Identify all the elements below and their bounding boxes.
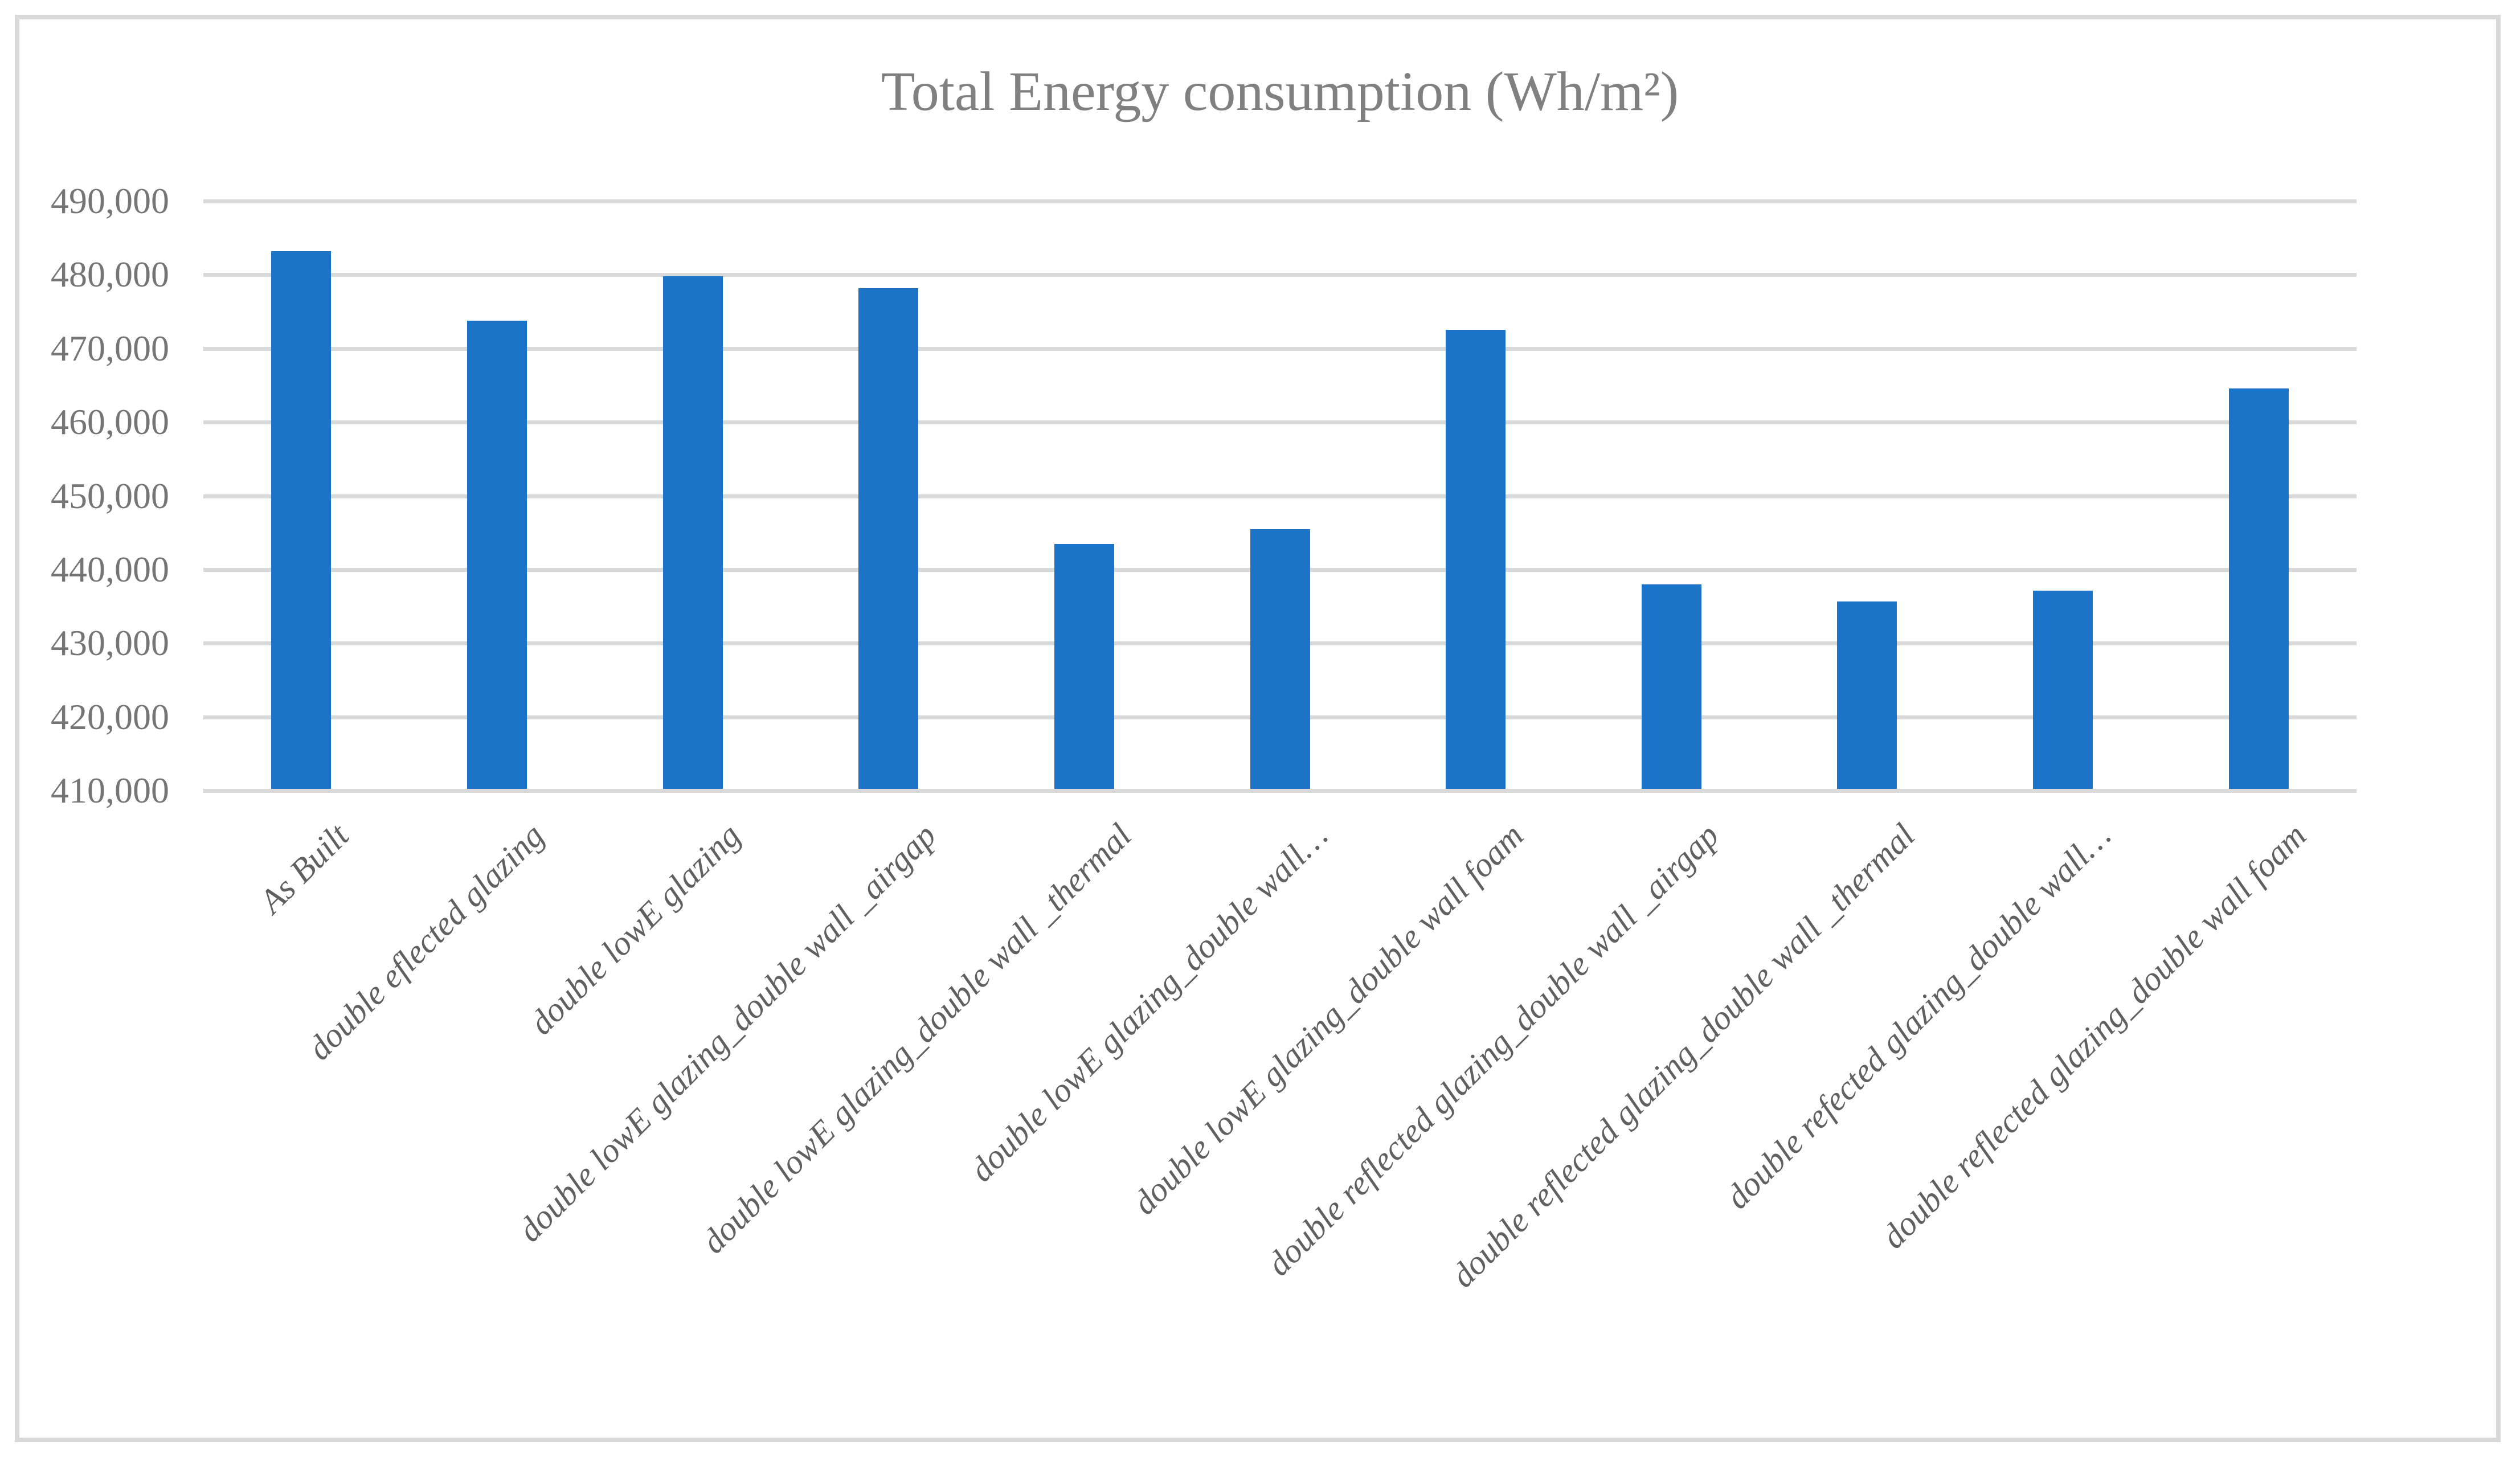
y-axis-tick-label: 490,000	[51, 181, 169, 221]
bar	[858, 288, 918, 789]
gridline	[203, 420, 2357, 424]
chart-border-frame	[15, 15, 2501, 1442]
bar	[1837, 601, 1897, 789]
y-axis-tick-label: 480,000	[51, 254, 169, 294]
gridline	[203, 199, 2357, 203]
y-axis-tick-label: 430,000	[51, 623, 169, 663]
y-axis-tick-label: 440,000	[51, 549, 169, 590]
y-axis-tick-label: 420,000	[51, 697, 169, 737]
y-axis-tick-label: 460,000	[51, 402, 169, 442]
y-axis-tick-label: 450,000	[51, 476, 169, 516]
bar	[2229, 388, 2289, 789]
chart-title: Total Energy consumption (Wh/m²)	[881, 61, 1679, 122]
gridline	[203, 789, 2357, 793]
bar	[271, 251, 331, 789]
bar	[1054, 544, 1114, 789]
gridline	[203, 347, 2357, 351]
bar	[1446, 330, 1506, 789]
y-axis-tick-label: 470,000	[51, 328, 169, 369]
y-axis-tick-label: 410,000	[51, 770, 169, 811]
bar	[1642, 584, 1701, 789]
gridline	[203, 494, 2357, 498]
bar	[467, 321, 527, 789]
bar	[663, 276, 723, 789]
bar	[2033, 591, 2093, 789]
gridline	[203, 273, 2357, 277]
bar	[1250, 529, 1310, 789]
